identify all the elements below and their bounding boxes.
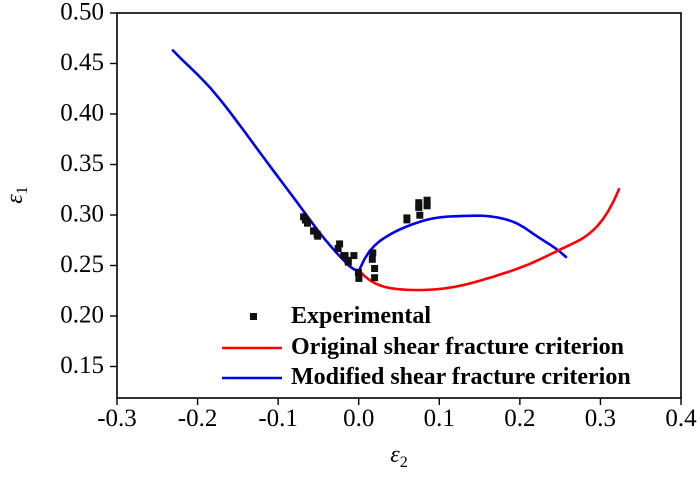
svg-text:-0.2: -0.2 [178, 405, 218, 432]
svg-text:0.30: 0.30 [60, 201, 104, 228]
svg-text:0.45: 0.45 [60, 49, 104, 76]
svg-text:0.2: 0.2 [504, 405, 535, 432]
svg-text:ε2: ε2 [390, 442, 407, 471]
svg-text:0.4: 0.4 [665, 405, 697, 432]
svg-text:0.50: 0.50 [60, 0, 104, 26]
svg-text:ε1: ε1 [2, 186, 31, 203]
svg-text:Experimental: Experimental [291, 303, 431, 329]
svg-text:Original shear fracture criter: Original shear fracture criterion [291, 334, 624, 360]
svg-text:0.15: 0.15 [60, 352, 104, 379]
svg-text:0.20: 0.20 [60, 302, 104, 329]
svg-text:0.35: 0.35 [60, 150, 104, 177]
svg-text:-0.1: -0.1 [258, 405, 298, 432]
svg-text:0.25: 0.25 [60, 251, 104, 278]
svg-text:Modified shear fracture criter: Modified shear fracture criterion [291, 364, 631, 390]
svg-text:-0.3: -0.3 [97, 405, 137, 432]
svg-text:0.3: 0.3 [585, 405, 616, 432]
svg-text:0.1: 0.1 [424, 405, 455, 432]
svg-text:0.40: 0.40 [60, 100, 104, 127]
svg-text:0.0: 0.0 [343, 405, 374, 432]
